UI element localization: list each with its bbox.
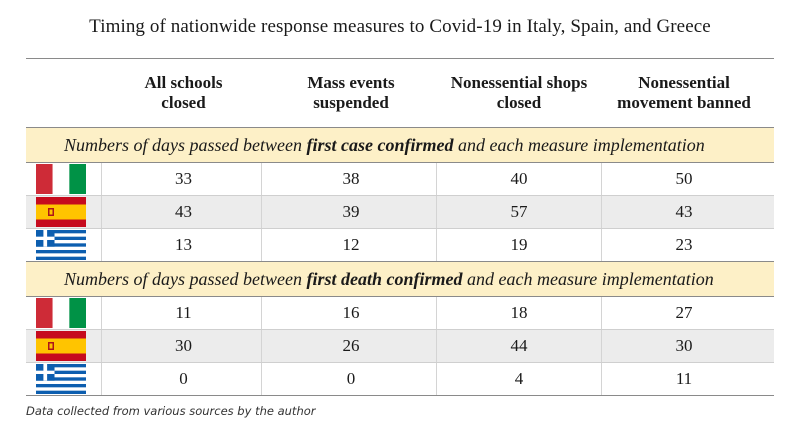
- col-header-shops: Nonessential shops closed: [450, 73, 588, 112]
- value-cell: 16: [342, 303, 360, 322]
- value-cell: 23: [675, 235, 693, 254]
- value-cell: 13: [175, 235, 192, 254]
- col-header-schools: All schools closed: [144, 73, 223, 112]
- value-cell: 30: [175, 336, 192, 355]
- col-header-movement: Nonessential movement banned: [617, 73, 751, 112]
- value-cell: 11: [675, 369, 693, 388]
- value-cell: 40: [510, 169, 528, 188]
- table-row: 43 39 57 43: [26, 196, 774, 229]
- spain-flag-icon: [36, 197, 86, 227]
- value-cell: 11: [175, 303, 192, 322]
- table-row: 33 38 40 50: [26, 163, 774, 196]
- section-first-death: Numbers of days passed between first dea…: [26, 262, 774, 297]
- italy-flag-icon: [36, 164, 86, 194]
- table-row: 13 12 19 23: [26, 229, 774, 262]
- value-cell: 19: [510, 235, 528, 254]
- col-header-mass-events: Mass events suspended: [307, 73, 395, 112]
- value-cell: 39: [342, 202, 360, 221]
- table-row: 30 26 44 30: [26, 330, 774, 363]
- source-caption: Data collected from various sources by t…: [26, 404, 316, 418]
- value-cell: 43: [175, 202, 192, 221]
- table-header: All schools closed Mass events suspended N…: [26, 59, 774, 128]
- greece-flag-icon: [36, 230, 86, 260]
- value-cell: 0: [179, 369, 188, 388]
- table-row: 0 0 4 11: [26, 363, 774, 396]
- value-cell: 0: [346, 369, 356, 388]
- value-cell: 27: [675, 303, 693, 322]
- value-cell: 26: [342, 336, 360, 355]
- value-cell: 50: [675, 169, 693, 188]
- value-cell: 30: [675, 336, 693, 355]
- section-first-case: Numbers of days passed between first cas…: [26, 128, 774, 163]
- value-cell: 57: [510, 202, 528, 221]
- value-cell: 12: [342, 235, 360, 254]
- value-cell: 4: [514, 369, 524, 388]
- table-title: Timing of nationwide response measures t…: [89, 16, 711, 37]
- value-cell: 44: [510, 336, 528, 355]
- table-row: 11 16 18 27: [26, 297, 774, 330]
- spain-flag-icon: [36, 331, 86, 361]
- italy-flag-icon: [36, 298, 86, 328]
- value-cell: 18: [510, 303, 528, 322]
- greece-flag-icon: [36, 364, 86, 394]
- response-measures-table: All schools closed Mass events suspended N…: [26, 58, 774, 396]
- value-cell: 38: [342, 169, 360, 188]
- value-cell: 43: [675, 202, 693, 221]
- value-cell: 33: [175, 169, 192, 188]
